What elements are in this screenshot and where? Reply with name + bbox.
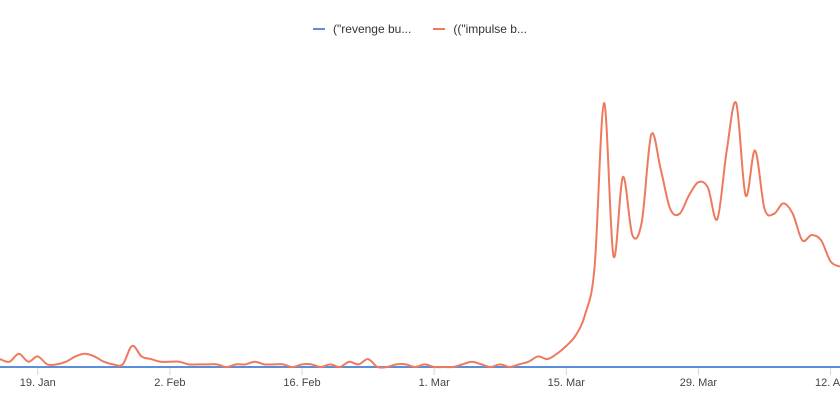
x-tick-label: 16. Feb [283, 377, 320, 389]
x-tick-label: 2. Feb [154, 377, 185, 389]
series-line-impulse[interactable] [0, 101, 840, 369]
x-tick-label: 29. Mar [680, 377, 718, 389]
legend-item-revenge[interactable]: ("revenge bu... [313, 22, 411, 36]
legend: ("revenge bu... (("impulse b... [0, 22, 840, 36]
legend-label-revenge: ("revenge bu... [333, 22, 412, 36]
legend-swatch-impulse [433, 28, 446, 30]
legend-swatch-revenge [313, 28, 326, 30]
x-tick-label: 1. Mar [419, 377, 451, 389]
x-tick-label: 12. Ap [815, 377, 840, 389]
legend-label-impulse: (("impulse b... [453, 22, 527, 36]
x-tick-label: 19. Jan [20, 377, 56, 389]
x-tick-label: 15. Mar [548, 377, 586, 389]
legend-item-impulse[interactable]: (("impulse b... [433, 22, 527, 36]
